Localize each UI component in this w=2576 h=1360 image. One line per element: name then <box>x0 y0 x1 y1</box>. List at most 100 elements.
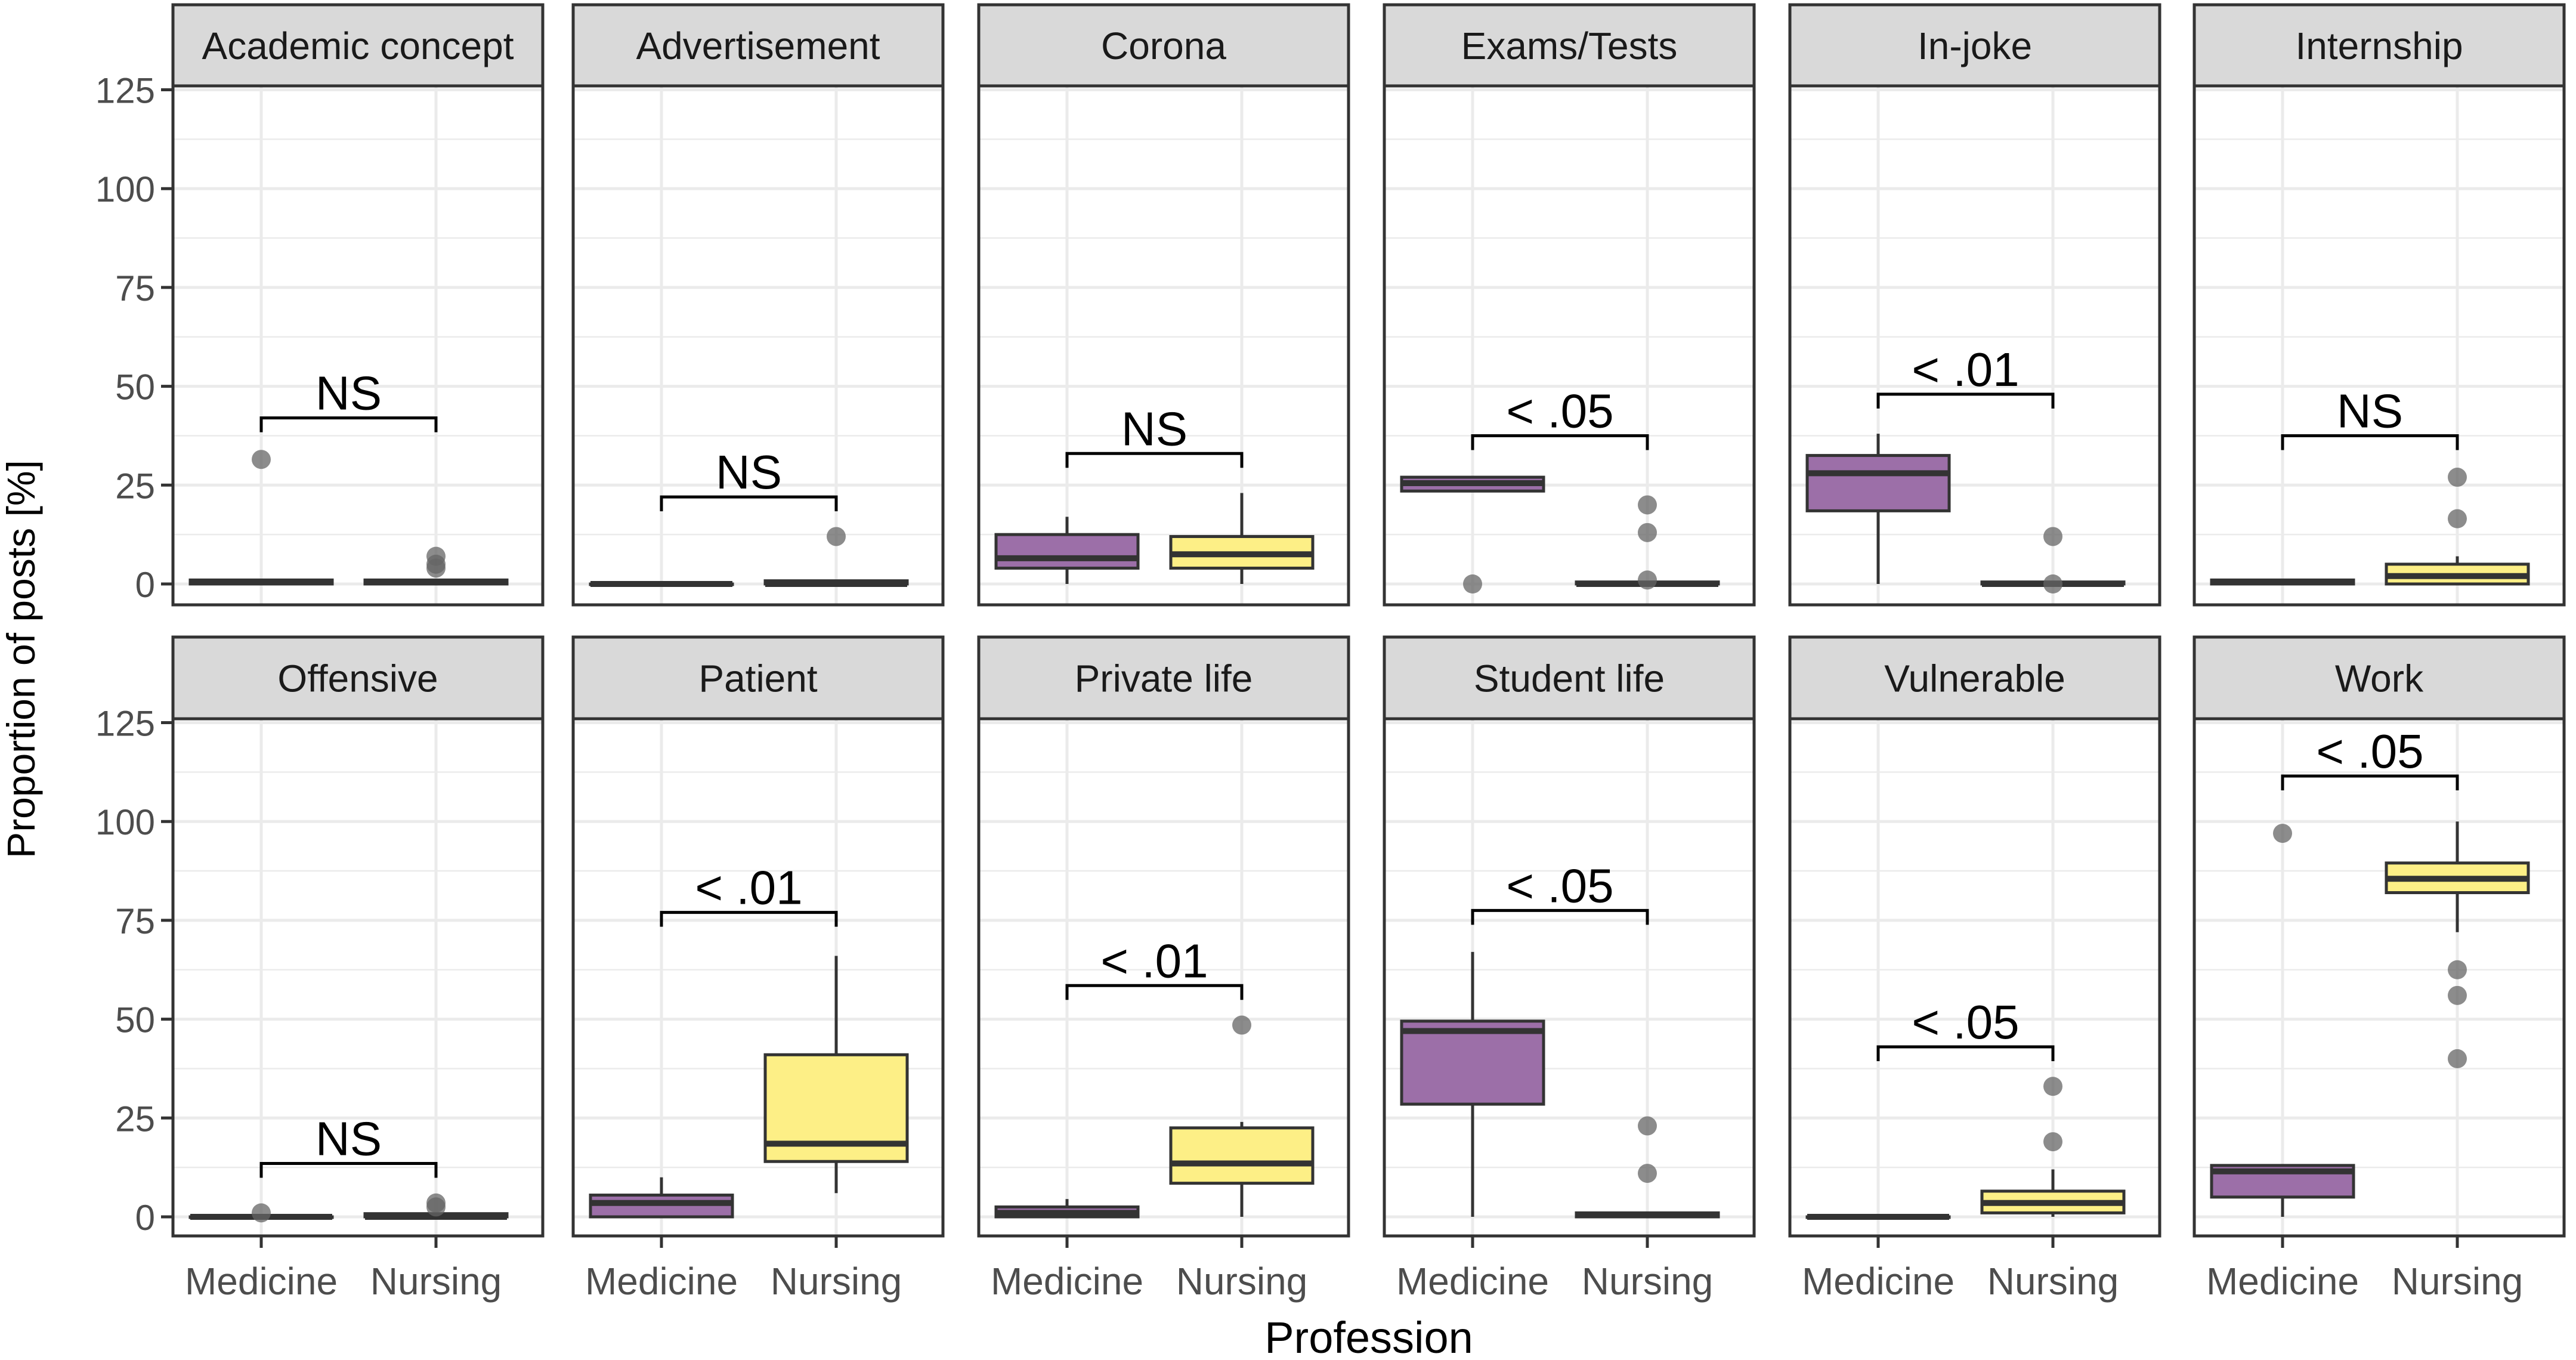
outlier-point <box>2043 574 2062 594</box>
facet-panel-student-life: < .05 Student life Medicine Nursing <box>1383 635 1756 1303</box>
box-exams-tests-nursing <box>1575 495 1720 590</box>
box-offensive-nursing <box>363 1193 509 1220</box>
facet-panel-offensive: NS Offensive 0 25 50 75 100 125 Medicine Nursing <box>95 635 545 1303</box>
significance-bracket <box>1065 452 1244 468</box>
x-tick-label: Nursing <box>1987 1260 2119 1303</box>
facet-panel-private-life: < .01 Private life Medicine Nursing <box>977 635 1350 1303</box>
box-in-joke-nursing <box>1980 527 2126 594</box>
outlier-point <box>2043 1132 2062 1152</box>
x-tick-label: Medicine <box>585 1260 738 1303</box>
significance-label: NS <box>316 1112 382 1166</box>
outlier-point <box>1232 1015 1251 1035</box>
box-private-life-nursing <box>1169 1015 1315 1217</box>
facet-title: Patient <box>698 657 817 700</box>
box-academic-concept-nursing <box>363 546 509 586</box>
box-work-medicine <box>2210 824 2355 1217</box>
facet-panel-advertisement: NS Advertisement <box>571 3 945 607</box>
box-body <box>994 533 1140 570</box>
outlier-point <box>827 527 846 546</box>
outlier-point <box>2043 527 2062 546</box>
x-tick-label: Nursing <box>370 1260 502 1303</box>
box-offensive-medicine <box>188 1203 334 1223</box>
facet-title: Exams/Tests <box>1461 24 1678 67</box>
x-tick-label: Medicine <box>1396 1260 1549 1303</box>
box-patient-nursing <box>763 956 909 1194</box>
significance-bracket <box>660 495 838 512</box>
significance-label: < .01 <box>1100 934 1208 987</box>
facet-panel-academic-concept: NS Academic concept 0 25 50 75 100 125 <box>95 3 545 607</box>
box-student-life-medicine <box>1400 951 1545 1217</box>
significance-bracket <box>1876 1045 2055 1061</box>
facet-strip <box>1383 3 1756 88</box>
facet-title: Vulnerable <box>1884 657 2065 700</box>
box-vulnerable-nursing <box>1980 1077 2126 1217</box>
outlier-point <box>2448 985 2467 1005</box>
plot-area <box>2194 719 2564 1236</box>
outlier-point <box>2043 1077 2062 1096</box>
x-axis-title: Profession <box>1264 1313 1473 1360</box>
plot-area <box>1384 719 1754 1236</box>
plot-area <box>173 719 543 1236</box>
x-tick-label: Nursing <box>2392 1260 2524 1303</box>
significance-label: < .05 <box>1506 859 1613 912</box>
box-internship-nursing <box>2385 468 2530 586</box>
box-advertisement-medicine <box>589 581 734 587</box>
outlier-point <box>426 1193 446 1213</box>
outlier-point <box>1638 570 1657 590</box>
facet-title: Academic concept <box>202 24 514 67</box>
outlier-point <box>2448 468 2467 487</box>
facet-strip <box>171 3 545 88</box>
outlier-point <box>2273 824 2292 843</box>
plot-area <box>173 86 543 605</box>
outlier-point <box>2448 509 2467 528</box>
outlier-point <box>426 546 446 566</box>
plot-area <box>573 86 943 605</box>
outlier-point <box>252 1203 271 1223</box>
facet-strip <box>2192 635 2566 721</box>
facet-panel-patient: < .01 Patient Medicine Nursing <box>571 635 945 1303</box>
facet-strip <box>171 635 545 721</box>
plot-area <box>1790 719 2160 1236</box>
box-body <box>1805 454 1951 512</box>
x-tick-label: Medicine <box>991 1260 1143 1303</box>
significance-bracket <box>1471 908 1649 925</box>
facet-strip <box>571 3 945 88</box>
significance-bracket <box>259 416 438 432</box>
significance-bracket <box>259 1162 438 1178</box>
significance-label: NS <box>2337 384 2403 437</box>
facet-title: Advertisement <box>636 24 880 67</box>
facet-panel-internship: NS Internship <box>2192 3 2566 607</box>
x-tick-label: Medicine <box>185 1260 338 1303</box>
outlier-point <box>1638 495 1657 515</box>
x-tick-label: Nursing <box>1582 1260 1714 1303</box>
box-private-life-medicine <box>994 1199 1140 1219</box>
box-student-life-nursing <box>1575 1116 1720 1219</box>
facet-title: Internship <box>2295 24 2463 67</box>
box-work-nursing <box>2385 821 2530 1068</box>
significance-label: < .05 <box>1506 384 1613 437</box>
plot-area <box>2194 86 2564 605</box>
x-tick-label: Nursing <box>771 1260 902 1303</box>
x-tick-label: Medicine <box>2206 1260 2359 1303</box>
significance-label: < .01 <box>695 861 802 914</box>
facet-title: Offensive <box>277 657 438 700</box>
facet-panel-exams-tests: < .05 Exams/Tests <box>1383 3 1756 607</box>
box-patient-medicine <box>589 1177 734 1219</box>
facet-title: Work <box>2335 657 2424 700</box>
y-tick-label: 0 <box>135 1198 155 1238</box>
y-tick-label: 75 <box>115 268 155 308</box>
facet-title: Private life <box>1075 657 1253 700</box>
box-body <box>1400 1019 1545 1106</box>
y-tick-label: 100 <box>95 802 155 842</box>
box-academic-concept-medicine <box>188 450 334 586</box>
facet-panel-corona: NS Corona <box>977 3 1350 607</box>
facet-panel-work: < .05 Work Medicine Nursing <box>2192 635 2566 1303</box>
box-corona-nursing <box>1169 493 1315 584</box>
significance-label: NS <box>1121 402 1188 455</box>
box-body <box>1169 1126 1315 1185</box>
significance-label: NS <box>716 446 782 499</box>
y-tick-label: 125 <box>95 704 155 744</box>
outlier-point <box>1463 574 1482 594</box>
significance-bracket <box>1065 984 1244 1000</box>
y-tick-label: 75 <box>115 901 155 941</box>
